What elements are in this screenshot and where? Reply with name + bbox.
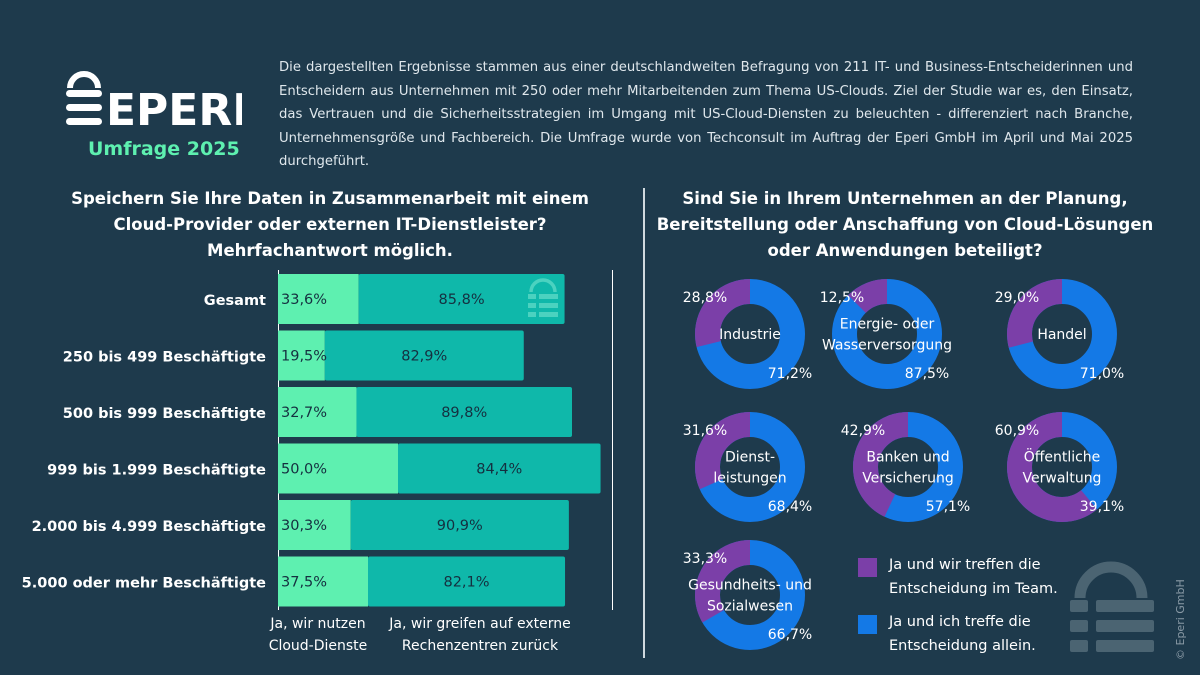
bar-watermark-icon [528,303,536,308]
donut-category-label: leistungen [713,471,786,487]
donut-value-team: 29,0% [995,290,1039,306]
bar-value-label: 82,1% [443,575,489,591]
donut-segment-team [695,540,805,650]
donut-value-allein: 71,0% [1080,366,1124,382]
donut-category-label: Gesundheits- und [688,578,812,594]
donut-chart-title-line: Bereitstellung oder Anschaffung von Clou… [656,215,1154,234]
bar-watermark-icon [539,312,558,317]
donut-value-team: 60,9% [995,423,1039,439]
donut-value-allein: 66,7% [768,627,812,643]
bar-segment-cloud [278,443,398,494]
bar-watermark-icon [529,278,557,293]
bar-chart-title-line: Mehrfachantwort möglich. [207,241,453,260]
copyright: © Eperi GmbH [1174,579,1187,660]
eperi-logo: EPERI [62,60,242,160]
donut-segment-team [853,412,963,522]
bar-value-label: 33,6% [281,292,327,308]
donut-value-team: 28,8% [683,290,727,306]
bar-watermark-icon [528,294,536,299]
donut-category-label: Energie- oder [840,317,935,333]
bar-segment-rechenzentren [368,556,566,607]
donut-segment-team [1007,412,1117,522]
bar-category-label: 500 bis 999 Beschäftigte [63,406,266,422]
donut-value-team: 31,6% [683,423,727,439]
donut-category-label: Handel [1037,327,1086,343]
eperi-logo-mark: EPERI [66,71,242,136]
donut-value-team: 33,3% [683,551,727,567]
donut-value-allein: 71,2% [768,366,812,382]
donut-chart-title-line: oder Anwendungen beteiligt? [767,241,1043,260]
intro-text: Die dargestellten Ergebnisse stammen aus… [279,60,1133,169]
donut-chart-title: Sind Sie in Ihrem Unternehmen an der Pla… [650,186,1160,264]
bar-value-label: 37,5% [281,575,327,591]
donut-segment-team [695,412,805,522]
bar-watermark-icon [539,303,558,308]
donut-category-label: Banken und [866,450,949,466]
legend-item-team: Ja und wir treffen die Entscheidung im T… [858,553,1058,601]
eperi-watermark-icon [1070,561,1154,652]
brand-name: EPERI [106,85,242,136]
bar-segment-rechenzentren [324,330,524,381]
bar-value-label: 90,9% [437,518,483,534]
bar-value-label: 84,4% [476,462,522,478]
donut-chart-title-line: Sind Sie in Ihrem Unternehmen an der Pla… [682,189,1128,208]
bar-segment-rechenzentren [358,274,565,324]
bar-value-label: 50,0% [281,462,327,478]
bar-segment-cloud [278,274,359,324]
bar-segment-rechenzentren [350,500,569,550]
legend-item-allein: Ja und ich treffe die Entscheidung allei… [858,610,1036,658]
section-divider [643,188,645,658]
bar-watermark-icon [539,294,558,299]
bar-segment-cloud [278,330,325,381]
donut-segment-team [832,279,942,389]
bar-segment-rechenzentren [356,387,572,437]
bar-value-label: 30,3% [281,518,327,534]
donut-category-label: Sozialwesen [707,599,793,615]
bar-segment-rechenzentren [398,443,601,494]
bar-segment-cloud [278,387,357,437]
donut-value-allein: 87,5% [905,366,949,382]
bar-value-label: 19,5% [281,349,327,365]
bar-chart-title-line: Speichern Sie Ihre Daten in Zusammenarbe… [71,189,589,208]
bar-value-label: 82,9% [401,349,447,365]
donut-category-label: Industrie [719,327,781,343]
bar-category-label: 5.000 oder mehr Beschäftigte [22,576,266,592]
bar-category-label: Gesamt [204,293,266,309]
survey-subtitle: Umfrage 2025 [88,138,240,160]
bar-segment-cloud [278,556,368,607]
legend-swatch-team [858,558,877,577]
donut-value-allein: 57,1% [926,499,970,515]
bar-category-label: 999 bis 1.999 Beschäftigte [47,463,266,479]
donut-segment-team [695,279,805,389]
bar-value-label: 89,8% [441,405,487,421]
donut-category-label: Öffentliche [1024,448,1101,466]
bar-series-b-label: Ja, wir greifen auf externe Rechenzentre… [389,616,571,654]
donut-category-label: Wasserversorgung [822,338,952,354]
bar-category-label: 250 bis 499 Beschäftigte [63,350,266,366]
bar-chart-title-line: Cloud-Provider oder externen IT-Dienstle… [113,215,547,234]
donut-value-allein: 39,1% [1080,499,1124,515]
legend-swatch-allein [858,615,877,634]
bar-value-label: 85,8% [439,292,485,308]
bar-plot-area [278,270,613,610]
bar-series-a-label: Ja, wir nutzen Cloud-Dienste [268,616,368,654]
donut-category-label: Dienst- [725,450,775,466]
donut-category-label: Verwaltung [1023,471,1102,487]
bar-watermark-icon [528,312,536,317]
donut-segment-team [1007,279,1117,389]
bar-value-label: 32,7% [281,405,327,421]
bar-chart-title: Speichern Sie Ihre Daten in Zusammenarbe… [48,186,612,264]
donut-value-team: 42,9% [841,423,885,439]
bar-segment-cloud [278,500,351,550]
bar-category-label: 2.000 bis 4.999 Beschäftigte [32,519,267,535]
donut-value-team: 12,5% [820,290,864,306]
donut-value-allein: 68,4% [768,499,812,515]
donut-category-label: Versicherung [862,471,954,487]
